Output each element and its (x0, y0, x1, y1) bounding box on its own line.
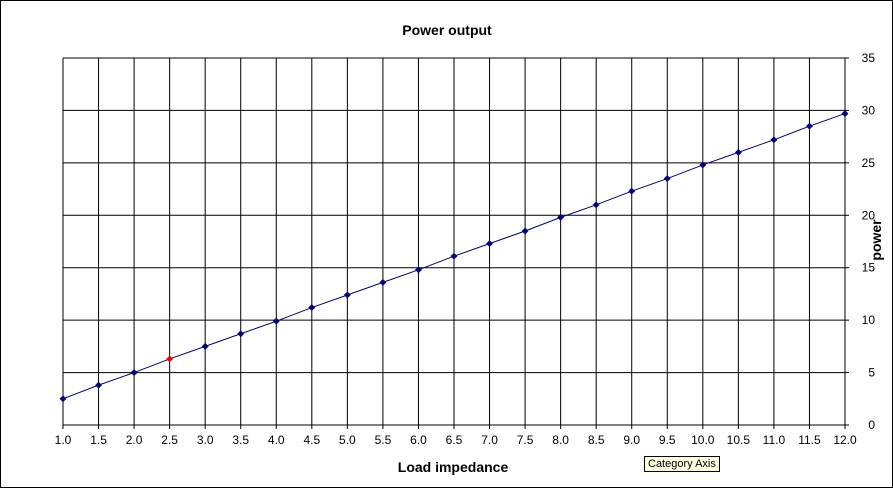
data-point[interactable] (628, 187, 636, 195)
y-axis-ticks: 0 5 10 15 20 25 30 35 (862, 51, 876, 432)
y-tick-label: 0 (868, 418, 875, 432)
data-point[interactable] (414, 266, 423, 274)
y-tick-label: 10 (862, 313, 876, 327)
x-tick-label: 6.5 (446, 433, 463, 447)
y-tick-label: 35 (862, 51, 876, 65)
data-point[interactable] (59, 395, 67, 403)
x-tick-label: 4.0 (268, 433, 285, 447)
data-point[interactable] (379, 278, 387, 286)
x-tick-label: 2.0 (126, 433, 143, 447)
x-tick-label: 3.5 (232, 433, 249, 447)
x-tick-label: 11.0 (763, 433, 786, 447)
x-tick-label: 6.0 (410, 433, 427, 447)
x-tick-label: 4.5 (303, 433, 320, 447)
data-points (59, 110, 849, 403)
data-point[interactable] (699, 161, 707, 169)
y-tick-label: 25 (862, 156, 876, 170)
data-point[interactable] (237, 330, 245, 338)
x-tick-label: 8.0 (552, 433, 569, 447)
x-tick-label: 3.0 (197, 433, 214, 447)
data-point[interactable] (770, 136, 778, 144)
data-point[interactable] (343, 291, 351, 299)
data-point[interactable] (841, 110, 849, 118)
y-axis-title[interactable]: power (868, 219, 884, 261)
data-point[interactable] (805, 122, 814, 130)
data-point[interactable] (663, 175, 671, 183)
x-tick-label: 5.5 (375, 433, 392, 447)
data-point[interactable] (592, 201, 600, 209)
chart-title: Power output (402, 22, 492, 38)
x-tick-label: 11.5 (798, 433, 821, 447)
x-axis-ticks: 1.0 1.5 2.0 2.5 3.0 3.5 4.0 4.5 5.0 5.5 6.0 6.5 7.0 7… (55, 433, 857, 447)
data-point[interactable] (130, 369, 138, 377)
x-tick-label: 1.0 (55, 433, 72, 447)
x-tick-label: 12.0 (833, 433, 857, 447)
data-point[interactable] (734, 148, 742, 156)
data-point[interactable] (450, 252, 458, 260)
data-point[interactable] (201, 342, 209, 350)
x-tick-label: 9.5 (659, 433, 676, 447)
x-tick-label: 10.0 (691, 433, 715, 447)
data-point[interactable] (557, 213, 565, 221)
x-tick-label: 7.5 (517, 433, 534, 447)
x-tick-label: 10.5 (727, 433, 751, 447)
y-tick-label: 5 (868, 366, 875, 380)
x-tick-label: 8.5 (588, 433, 605, 447)
x-tick-label: 1.5 (90, 433, 107, 447)
x-tick-label: 9.0 (623, 433, 640, 447)
tooltip: Category Axis (644, 456, 720, 472)
x-tick-label: 2.5 (161, 433, 178, 447)
x-tick-label: 5.0 (339, 433, 356, 447)
selected-data-point[interactable] (166, 355, 174, 363)
y-tick-label: 20 (862, 208, 876, 222)
y-tick-label: 30 (862, 103, 876, 117)
data-point[interactable] (485, 240, 494, 248)
data-point[interactable] (94, 381, 103, 389)
x-axis-title[interactable]: Load impedance (398, 459, 509, 475)
data-point[interactable] (521, 227, 529, 235)
data-point[interactable] (308, 304, 316, 312)
y-tick-label: 15 (862, 261, 876, 275)
grid (62, 57, 849, 429)
x-tick-label: 7.0 (481, 433, 498, 447)
data-point[interactable] (272, 317, 280, 325)
